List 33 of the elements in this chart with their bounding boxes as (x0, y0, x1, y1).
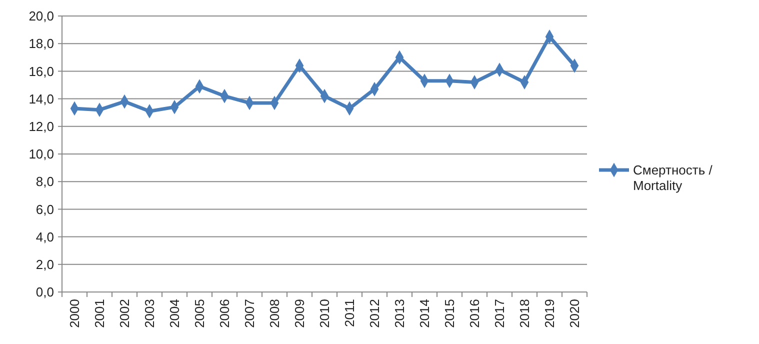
y-tick-label: 6,0 (36, 202, 54, 217)
x-tick-label: 2000 (67, 299, 82, 328)
y-tick-label: 16,0 (28, 64, 54, 79)
x-tick-label: 2010 (317, 299, 332, 328)
y-tick-label: 2,0 (36, 256, 54, 272)
x-tick-label: 2019 (542, 299, 558, 328)
x-tick-label: 2017 (492, 299, 508, 328)
x-tick-label: 2016 (467, 299, 482, 328)
x-tick-label: 2007 (242, 299, 258, 328)
legend-label: Смертность / Mortality (633, 162, 713, 194)
y-tick-label: 14,0 (28, 91, 54, 106)
x-tick-label: 2009 (292, 299, 308, 328)
x-tick-label: 2001 (92, 299, 108, 328)
x-tick-label: 2012 (367, 299, 382, 328)
x-tick-label: 2018 (517, 299, 532, 328)
x-tick-label: 2013 (392, 299, 408, 328)
y-tick-label: 12,0 (28, 118, 54, 134)
x-tick-label: 2015 (442, 299, 458, 328)
x-tick-label: 2002 (117, 299, 132, 328)
x-tick-label: 2020 (567, 299, 582, 328)
x-tick-label: 2003 (142, 299, 158, 328)
y-tick-label: 8,0 (36, 174, 54, 190)
y-tick-label: 20,0 (28, 8, 54, 24)
x-tick-label: 2008 (267, 299, 282, 328)
x-tick-label: 2006 (217, 299, 232, 328)
x-tick-label: 2004 (167, 299, 182, 328)
y-tick-label: 0,0 (36, 284, 54, 300)
x-tick-label: 2014 (417, 299, 432, 328)
y-tick-label: 18,0 (28, 36, 54, 52)
x-tick-label: 2005 (192, 299, 208, 328)
x-tick-label: 2011 (342, 299, 358, 327)
y-tick-label: 4,0 (36, 229, 54, 244)
y-tick-label: 10,0 (28, 146, 54, 162)
